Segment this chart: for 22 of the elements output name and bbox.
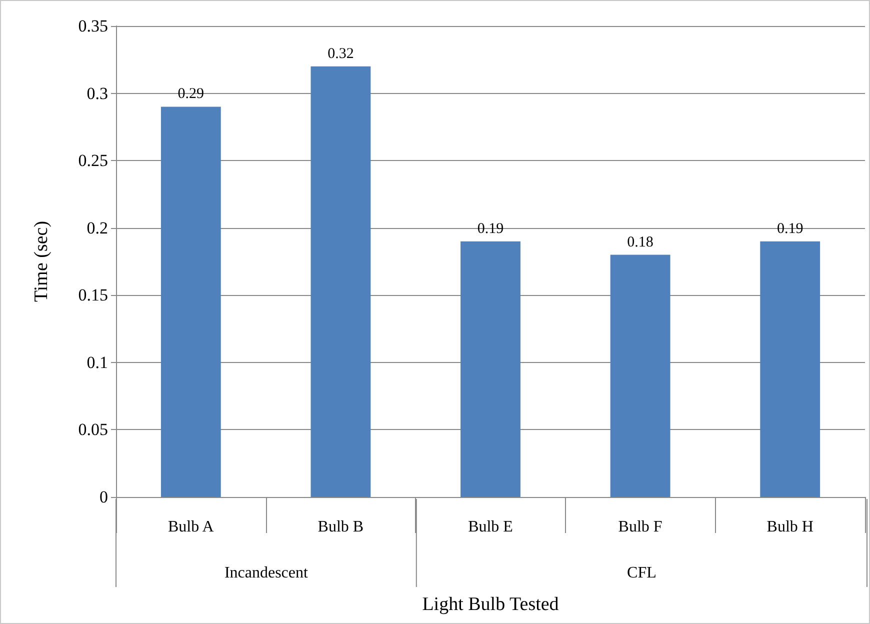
y-tick-label: 0.35 <box>78 16 108 36</box>
text: Incandescent <box>224 564 309 582</box>
y-tick-label: 0.1 <box>86 352 108 372</box>
x-tick-label: Bulb B <box>318 518 364 536</box>
y-tick-label: 0.3 <box>86 84 108 103</box>
data-label: 0.18 <box>627 234 654 250</box>
y-tick-label: 0.05 <box>78 420 108 440</box>
data-label: 0.19 <box>477 220 504 237</box>
x-tick-label: Bulb A <box>168 518 214 536</box>
y-tick-label: 0.2 <box>86 218 108 238</box>
x-tick-label: Bulb F <box>618 518 662 536</box>
x-tick-label: Bulb E <box>468 518 513 536</box>
y-axis-title: Time (sec) <box>31 220 52 302</box>
data-label: 0.29 <box>178 86 204 102</box>
y-tick-label: 0.15 <box>78 286 108 305</box>
text: CFL <box>627 564 656 582</box>
data-label: 0.19 <box>776 220 804 237</box>
x-axis-title: Light Bulb Tested <box>422 594 560 615</box>
data-label: 0.32 <box>328 46 354 62</box>
y-tick-label: 0 <box>100 488 108 506</box>
x-tick-label: Bulb H <box>766 518 814 536</box>
y-tick-label: 0.25 <box>78 151 108 170</box>
